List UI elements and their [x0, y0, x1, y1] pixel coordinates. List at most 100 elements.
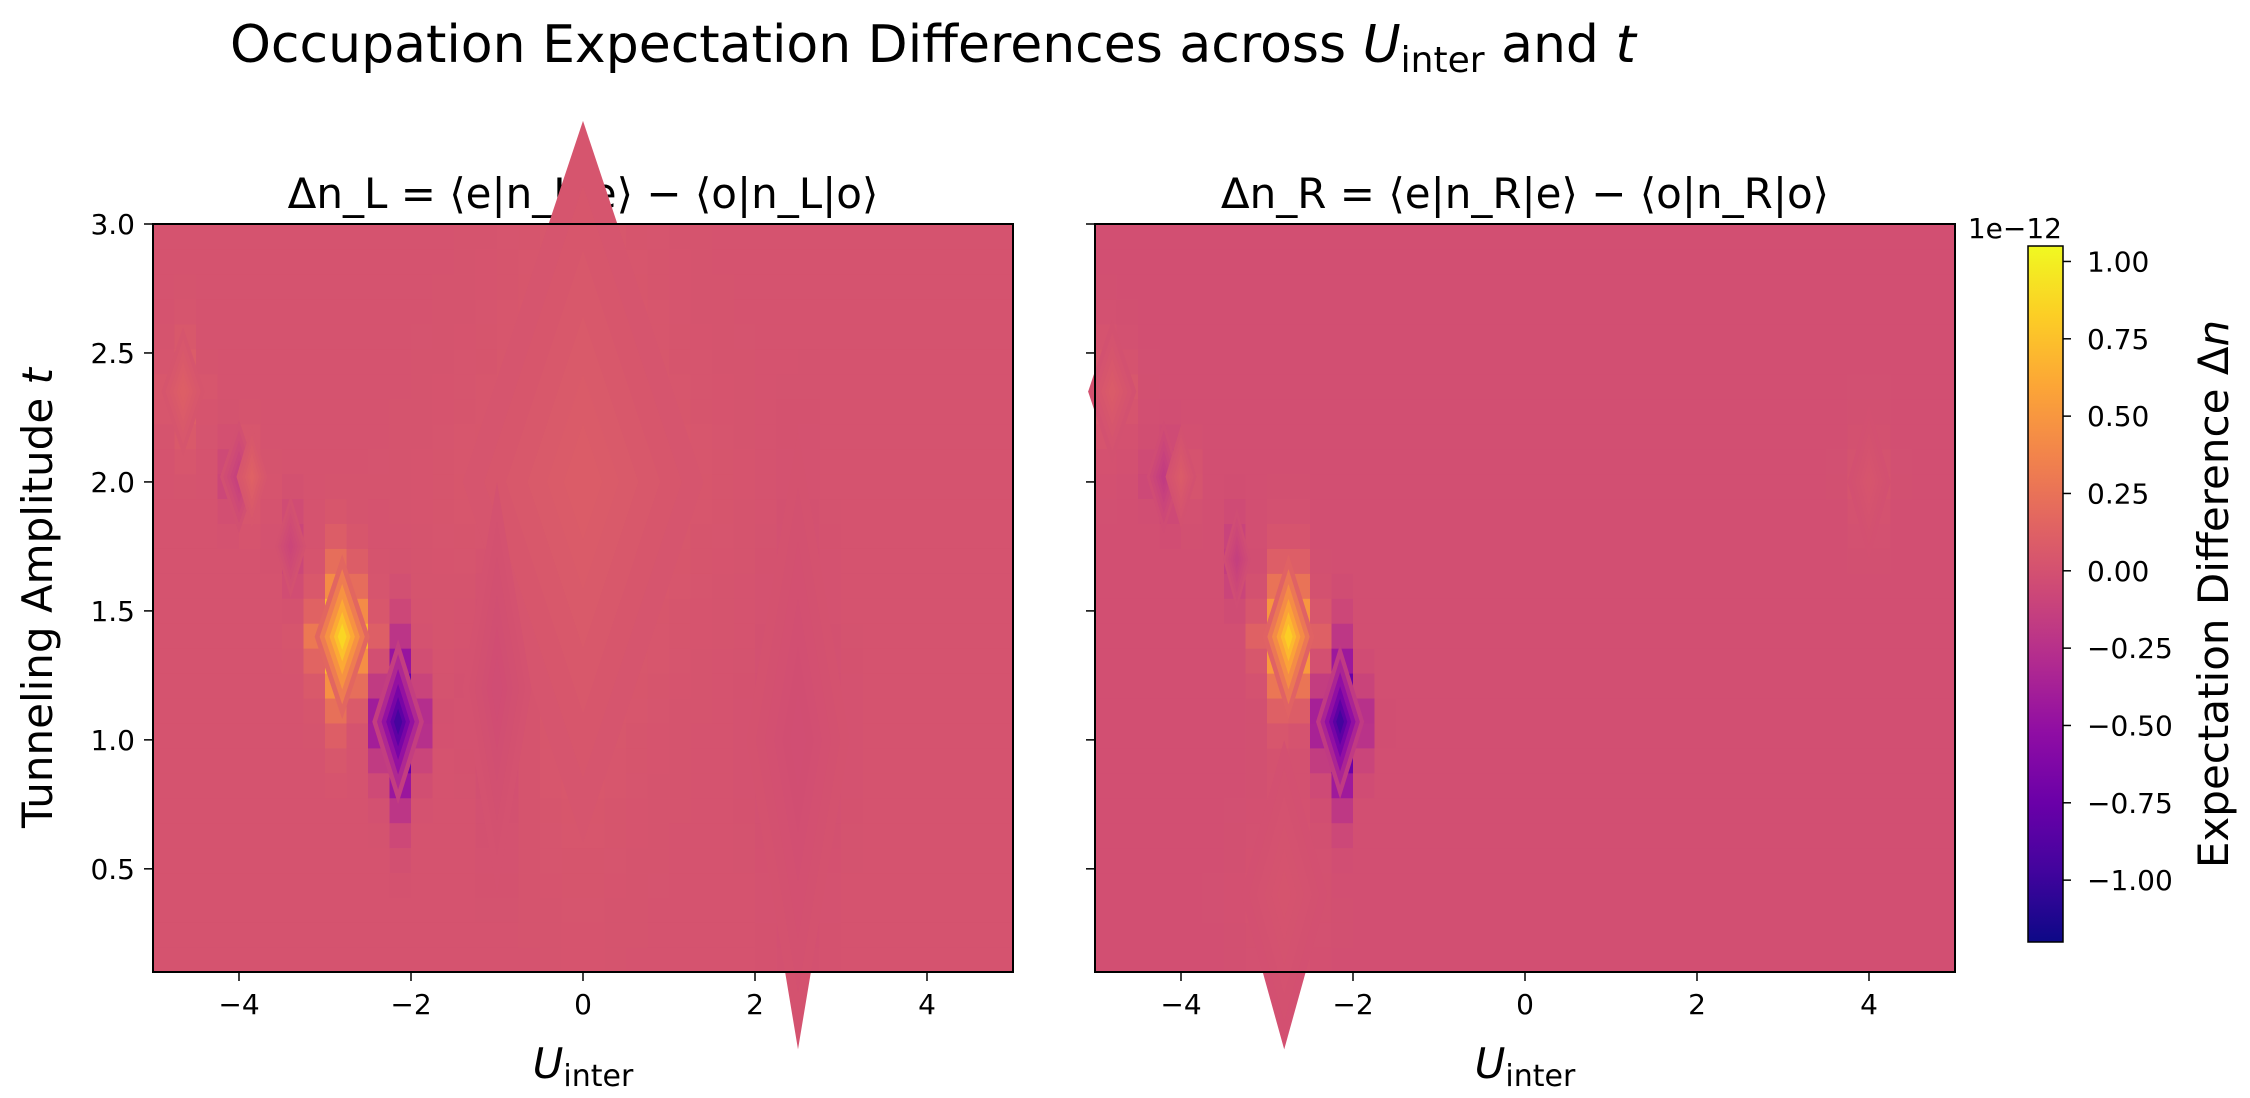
- heatmap-cell: [1847, 598, 1870, 624]
- heatmap-cell: [1611, 224, 1634, 250]
- heatmap-cell: [1783, 647, 1806, 674]
- heatmap-cell: [755, 298, 778, 325]
- heatmap-cell: [1396, 473, 1419, 500]
- heatmap-cell: [1439, 323, 1462, 350]
- heatmap-cell: [1761, 224, 1784, 250]
- heatmap-cell: [1912, 273, 1935, 300]
- heatmap-cell: [1912, 722, 1935, 749]
- heatmap-cell: [1826, 747, 1849, 774]
- heatmap-cell: [1288, 423, 1311, 450]
- heatmap-cell: [1482, 647, 1505, 674]
- heatmap-cell: [1546, 373, 1569, 400]
- heatmap-cell: [1761, 672, 1784, 699]
- heatmap-cell: [1331, 523, 1354, 549]
- heatmap-cell: [1353, 598, 1376, 624]
- heatmap-cell: [1697, 897, 1720, 923]
- heatmap-cell: [1138, 273, 1161, 300]
- heatmap-cell: [368, 473, 391, 500]
- heatmap-cell: [1310, 797, 1333, 824]
- heatmap-cell: [712, 947, 735, 973]
- heatmap-cell: [948, 323, 971, 350]
- heatmap-cell: [1611, 797, 1634, 824]
- heatmap-cell: [1353, 448, 1376, 475]
- heatmap-cell: [239, 697, 262, 724]
- heatmap-cell: [260, 647, 283, 674]
- heatmap-cell: [325, 498, 348, 524]
- heatmap-cell: [1503, 622, 1526, 649]
- heatmap-cell: [927, 448, 950, 475]
- heatmap-cell: [1847, 897, 1870, 923]
- heatmap-cell: [1460, 573, 1483, 599]
- heatmap-cell: [1933, 772, 1956, 799]
- heatmap-cell: [1589, 822, 1612, 849]
- heatmap-cell: [1331, 224, 1354, 250]
- heatmap-cell: [475, 273, 498, 300]
- heatmap-cell: [1804, 747, 1827, 774]
- heatmap-cell: [1632, 647, 1655, 674]
- heatmap-cell: [1224, 722, 1247, 749]
- heatmap-cell: [196, 298, 219, 325]
- heatmap-cell: [153, 298, 176, 325]
- heatmap-cell: [1654, 647, 1677, 674]
- heatmap-cell: [1525, 323, 1548, 350]
- heatmap-cell: [1138, 672, 1161, 699]
- heatmap-cell: [819, 922, 842, 948]
- heatmap-cell: [325, 797, 348, 824]
- heatmap-cell: [1202, 473, 1225, 500]
- heatmap-cell: [583, 897, 606, 923]
- heatmap-cell: [1718, 772, 1741, 799]
- heatmap-cell: [1202, 747, 1225, 774]
- heatmap-cell: [1396, 248, 1419, 275]
- heatmap-cell: [927, 523, 950, 549]
- heatmap-cell: [1611, 523, 1634, 549]
- heatmap-cell: [1740, 273, 1763, 300]
- heatmap-cell: [1138, 622, 1161, 649]
- heatmap-cell: [1288, 348, 1311, 375]
- heatmap-cell: [1503, 947, 1526, 973]
- heatmap-cell: [862, 473, 885, 500]
- heatmap-cell: [432, 947, 455, 973]
- heatmap-cell: [1847, 348, 1870, 375]
- heatmap-cell: [862, 573, 885, 599]
- heatmap-cell: [1869, 847, 1892, 874]
- heatmap-cell: [282, 348, 305, 375]
- heatmap-cell: [1374, 822, 1397, 849]
- heatmap-cell: [1331, 548, 1354, 574]
- heatmap-cell: [1912, 498, 1935, 524]
- heatmap-cell: [712, 622, 735, 649]
- heatmap-cell: [1331, 797, 1354, 824]
- heatmap-cell: [1267, 298, 1290, 325]
- heatmap-cell: [1740, 398, 1763, 425]
- heatmap-cell: [1847, 398, 1870, 425]
- heatmap-cell: [346, 398, 369, 425]
- heatmap-cell: [1718, 573, 1741, 599]
- heatmap-cell: [905, 573, 928, 599]
- heatmap-cell: [841, 897, 864, 923]
- heatmap-cell: [1718, 922, 1741, 948]
- heatmap-cell: [1525, 747, 1548, 774]
- heatmap-cell: [1138, 922, 1161, 948]
- heatmap-cell: [884, 298, 907, 325]
- heatmap-cell: [1675, 922, 1698, 948]
- heatmap-cell: [454, 398, 477, 425]
- heatmap-cell: [260, 398, 283, 425]
- heatmap-cell: [475, 348, 498, 375]
- heatmap-cell: [1804, 323, 1827, 350]
- heatmap-cell: [196, 323, 219, 350]
- heatmap-cell: [1503, 448, 1526, 475]
- heatmap-cell: [1525, 598, 1548, 624]
- heatmap-cell: [841, 672, 864, 699]
- heatmap-cell: [1353, 747, 1376, 774]
- heatmap-cell: [1783, 348, 1806, 375]
- heatmap-cell: [389, 872, 412, 898]
- heatmap-cell: [1503, 473, 1526, 500]
- heatmap-cell: [1482, 722, 1505, 749]
- heatmap-cell: [1654, 473, 1677, 500]
- heatmap-cell: [1116, 772, 1139, 799]
- heatmap-cell: [454, 224, 477, 250]
- heatmap-cell: [1761, 298, 1784, 325]
- heatmap-cell: [1912, 947, 1935, 973]
- heatmap-cell: [669, 797, 692, 824]
- heatmap-cell: [411, 598, 434, 624]
- heatmap-cell: [948, 822, 971, 849]
